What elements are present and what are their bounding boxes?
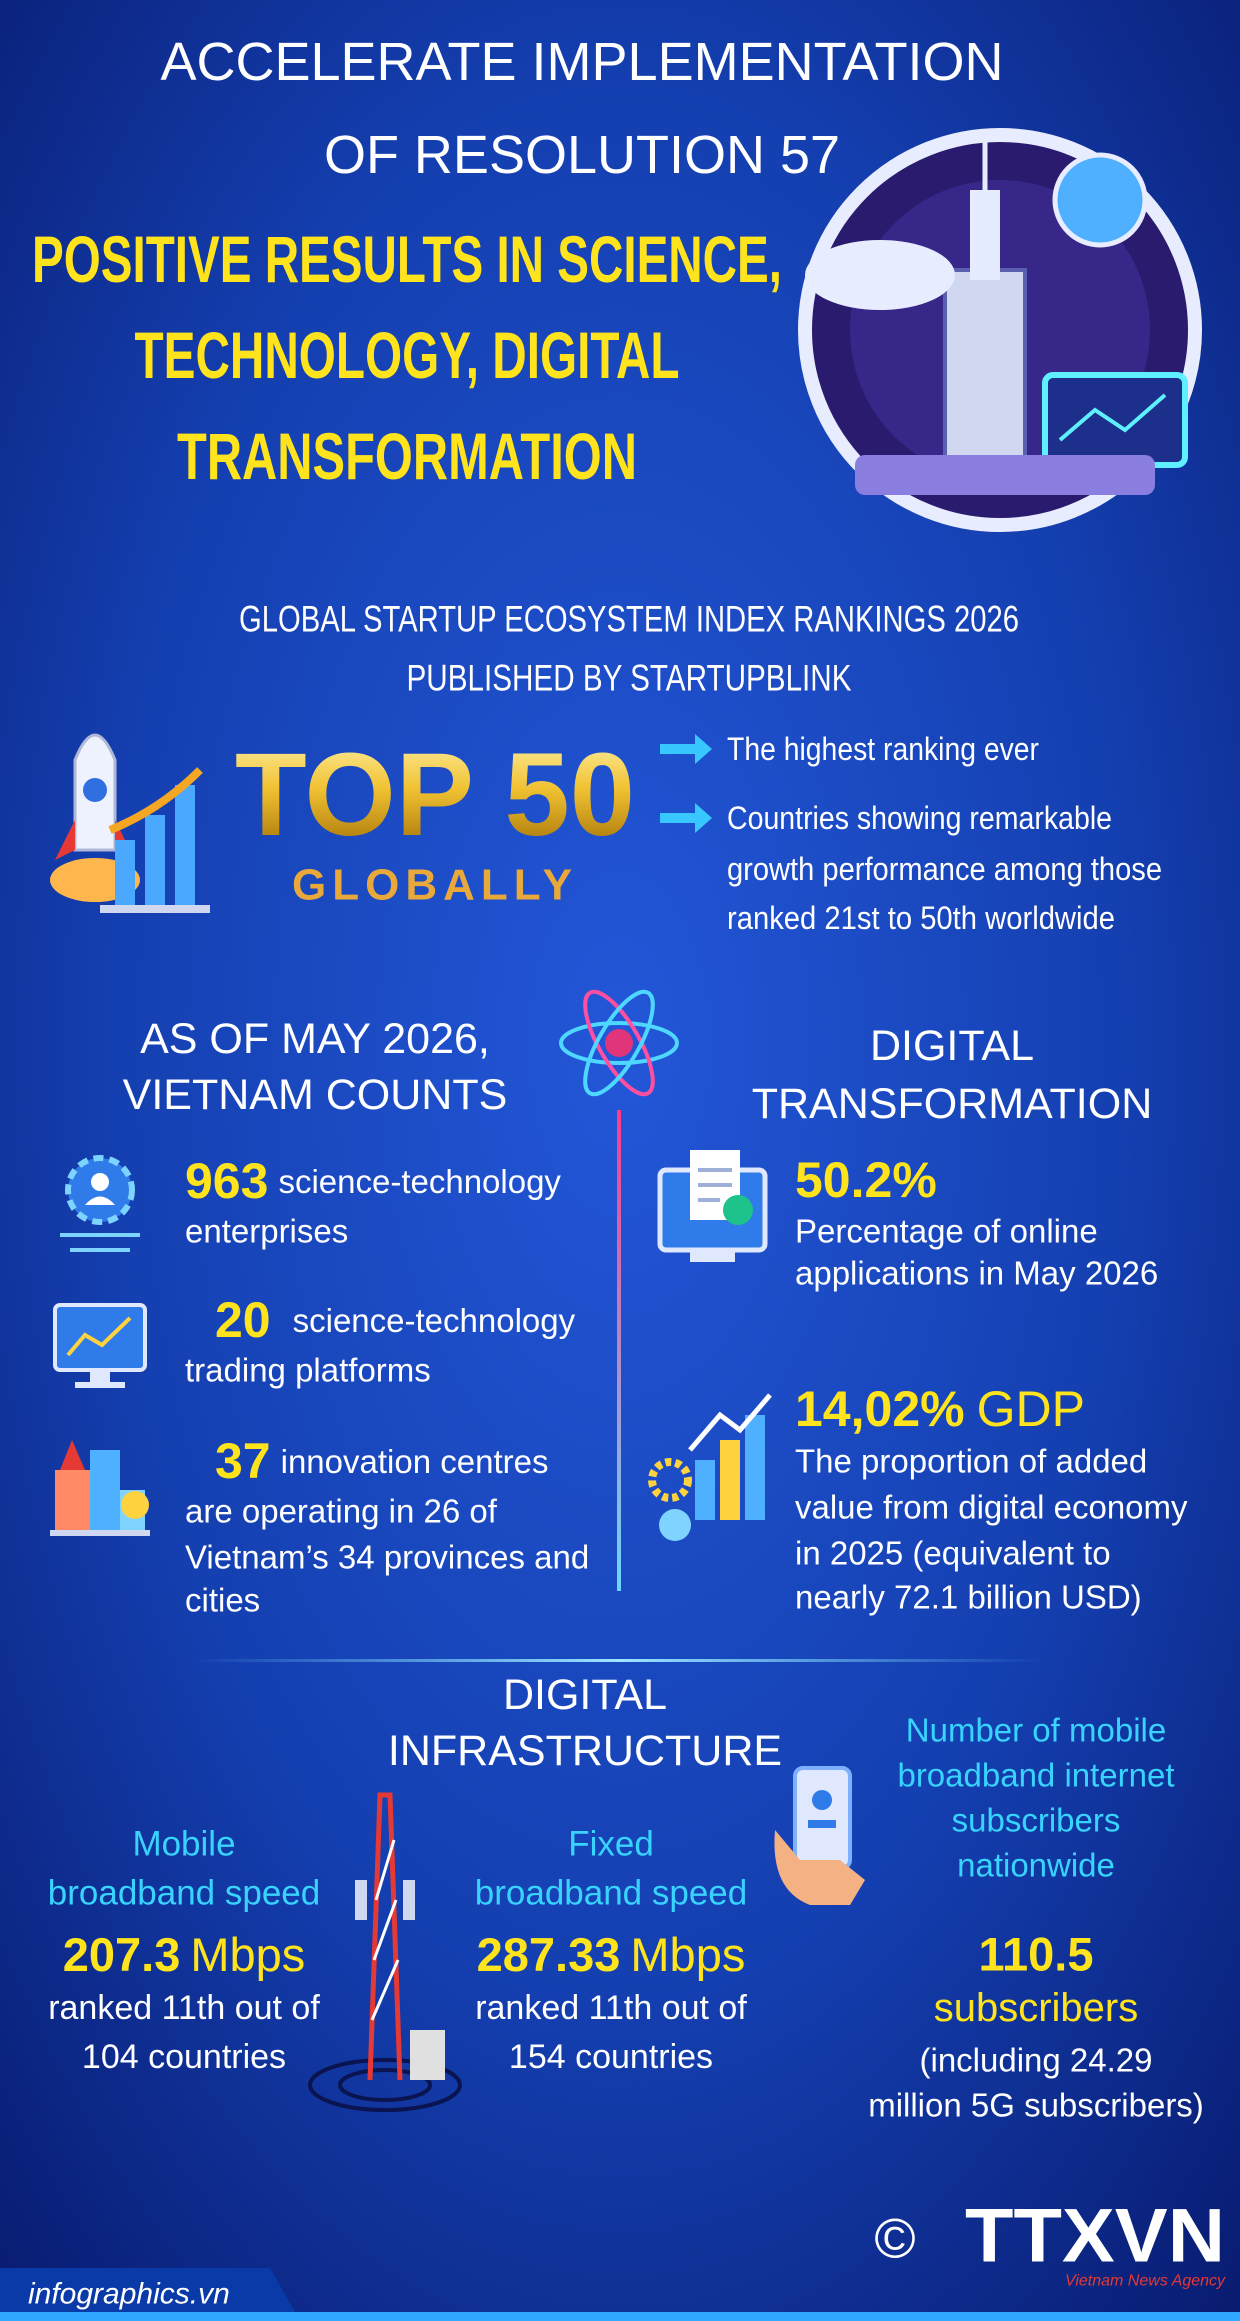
value-unit: subscribers <box>934 1986 1139 2030</box>
stat-number: 37 <box>215 1433 271 1489</box>
stat-line: 20 science-technology <box>215 1292 576 1348</box>
column-text: ranked 11th out of <box>475 1989 747 2027</box>
copyright: © <box>874 2207 915 2270</box>
stat-text: are operating in 26 of <box>185 1493 498 1530</box>
stat-text: trading platforms <box>185 1352 431 1389</box>
stat-number: 963 <box>185 1153 268 1209</box>
footer-bar <box>0 2312 1240 2321</box>
column-label: Fixed <box>568 1825 654 1864</box>
stat-line: 963 science-technology <box>185 1153 561 1209</box>
stat-label: science-technology <box>278 1163 561 1200</box>
stat-text: enterprises <box>185 1213 348 1250</box>
value-unit: Mbps <box>630 1928 745 1981</box>
section-heading: DIGITAL <box>870 1022 1034 1070</box>
stat-line: 37 innovation centres <box>215 1433 548 1489</box>
stat-unit: GDP <box>977 1381 1085 1437</box>
column-label: Number of mobile <box>906 1712 1166 1749</box>
stat-text: in 2025 (equivalent to <box>795 1535 1111 1572</box>
online-app-icon <box>657 1150 768 1262</box>
stat-line: 14,02% GDP <box>795 1381 1085 1437</box>
section-heading: AS OF MAY 2026, <box>140 1015 490 1063</box>
stat-text: nearly 72.1 billion USD) <box>795 1579 1142 1616</box>
subtitle-line: TECHNOLOGY, DIGITAL <box>135 318 680 392</box>
column-text: (including 24.29 <box>920 2042 1153 2079</box>
stat-text: cities <box>185 1582 260 1619</box>
value-unit: Mbps <box>190 1928 305 1981</box>
divider-vertical <box>617 1110 621 1591</box>
column-label: broadband speed <box>48 1874 320 1913</box>
stat-text: Vietnam’s 34 provinces and <box>185 1539 589 1576</box>
title-line: ACCELERATE IMPLEMENTATION <box>160 32 1003 92</box>
column-label: subscribers <box>952 1802 1121 1839</box>
bullet-text: The highest ranking ever <box>727 731 1039 767</box>
section-heading: INFRASTRUCTURE <box>388 1727 782 1775</box>
stat-number: 14,02% <box>795 1381 965 1437</box>
phone-hand-icon <box>774 1766 865 1905</box>
badge-sub: GLOBALLY <box>292 861 578 910</box>
section-heading: TRANSFORMATION <box>752 1080 1153 1128</box>
section-heading: PUBLISHED BY STARTUPBLINK <box>407 658 852 699</box>
stat-label: science-technology <box>293 1302 576 1339</box>
subtitle-line: POSITIVE RESULTS IN SCIENCE, <box>32 222 782 296</box>
stat-number: 20 <box>215 1292 271 1348</box>
tech-illustration <box>798 128 1202 532</box>
innovation-icon <box>50 1440 150 1536</box>
column-value: 207.3 Mbps <box>63 1928 306 1981</box>
divider-horizontal <box>192 1659 1045 1662</box>
website: infographics.vn <box>28 2278 230 2311</box>
column-label: Mobile <box>132 1825 235 1864</box>
gdp-icon <box>648 1393 772 1541</box>
bullet-arrows <box>660 734 712 833</box>
stat-text: value from digital economy <box>795 1489 1188 1526</box>
stat-label: innovation centres <box>281 1443 549 1480</box>
bullet-text: ranked 21st to 50th worldwide <box>727 900 1115 936</box>
bullet-text: Countries showing remarkable <box>727 800 1112 836</box>
bullet-text: growth performance among those <box>727 851 1162 887</box>
column-text: 154 countries <box>509 2038 713 2076</box>
section-heading: GLOBAL STARTUP ECOSYSTEM INDEX RANKINGS … <box>239 599 1019 640</box>
column-label: broadband internet <box>897 1757 1174 1794</box>
section-heading: VIETNAM COUNTS <box>123 1071 508 1119</box>
column-label: broadband speed <box>475 1874 747 1913</box>
stat-text: The proportion of added <box>795 1443 1147 1480</box>
column-text: ranked 11th out of <box>48 1989 320 2027</box>
value-number: 287.33 <box>477 1928 621 1981</box>
enterprise-icon <box>60 1155 140 1252</box>
trading-icon <box>53 1303 147 1388</box>
value-number: 110.5 <box>978 1928 1093 1981</box>
stat-text: applications in May 2026 <box>795 1255 1158 1292</box>
footer-tab <box>0 2268 300 2321</box>
tower-icon <box>308 1792 462 2112</box>
column-value: 287.33 Mbps <box>477 1928 746 1981</box>
logo-sub: Vietnam News Agency <box>1065 2273 1226 2290</box>
section-heading: DIGITAL <box>503 1671 667 1719</box>
column-label: nationwide <box>957 1847 1115 1884</box>
stat-text: Percentage of online <box>795 1213 1098 1250</box>
badge: TOP 50 <box>235 729 635 861</box>
subtitle-line: TRANSFORMATION <box>177 419 637 493</box>
column-text: million 5G subscribers) <box>868 2087 1204 2124</box>
stat-number: 50.2% <box>795 1152 937 1208</box>
column-text: 104 countries <box>82 2038 286 2076</box>
rocket-icon <box>50 733 210 913</box>
title-line: OF RESOLUTION 57 <box>324 125 840 185</box>
atom-icon <box>559 989 679 1097</box>
value-number: 207.3 <box>63 1928 181 1981</box>
logo: TTXVN <box>965 2194 1225 2279</box>
